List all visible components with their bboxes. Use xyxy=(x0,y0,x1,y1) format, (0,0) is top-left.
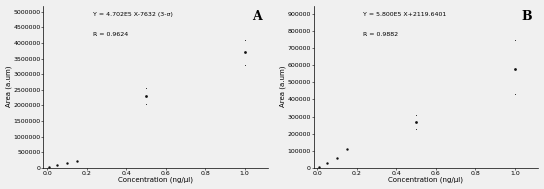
Point xyxy=(73,160,82,163)
Text: A: A xyxy=(252,10,262,23)
Text: R = 0.9882: R = 0.9882 xyxy=(363,32,398,36)
Point xyxy=(63,162,71,165)
Point xyxy=(412,127,421,130)
Point xyxy=(510,67,519,70)
Point xyxy=(53,164,61,167)
Point xyxy=(412,113,421,116)
Text: B: B xyxy=(521,10,531,23)
Point xyxy=(510,93,519,96)
Point xyxy=(315,166,324,169)
Point xyxy=(45,166,54,169)
Y-axis label: Area (a.um): Area (a.um) xyxy=(280,66,286,107)
Point xyxy=(343,147,351,150)
Point xyxy=(240,51,249,54)
Point xyxy=(141,94,150,98)
Point xyxy=(333,156,342,159)
Point xyxy=(141,87,150,90)
Point xyxy=(240,63,249,66)
Point xyxy=(141,102,150,105)
Y-axis label: Area (a.um): Area (a.um) xyxy=(5,66,12,107)
Point xyxy=(323,161,332,164)
Text: R = 0.9624: R = 0.9624 xyxy=(93,32,128,36)
X-axis label: Concentration (ng/µl): Concentration (ng/µl) xyxy=(388,177,463,184)
Point xyxy=(412,120,421,123)
Point xyxy=(240,38,249,41)
Text: Y = 4.702E5 X-7632 (3-σ): Y = 4.702E5 X-7632 (3-σ) xyxy=(93,12,173,17)
X-axis label: Concentration (ng/µl): Concentration (ng/µl) xyxy=(119,177,194,184)
Point xyxy=(510,38,519,41)
Text: Y = 5.800E5 X+2119.6401: Y = 5.800E5 X+2119.6401 xyxy=(363,12,446,17)
